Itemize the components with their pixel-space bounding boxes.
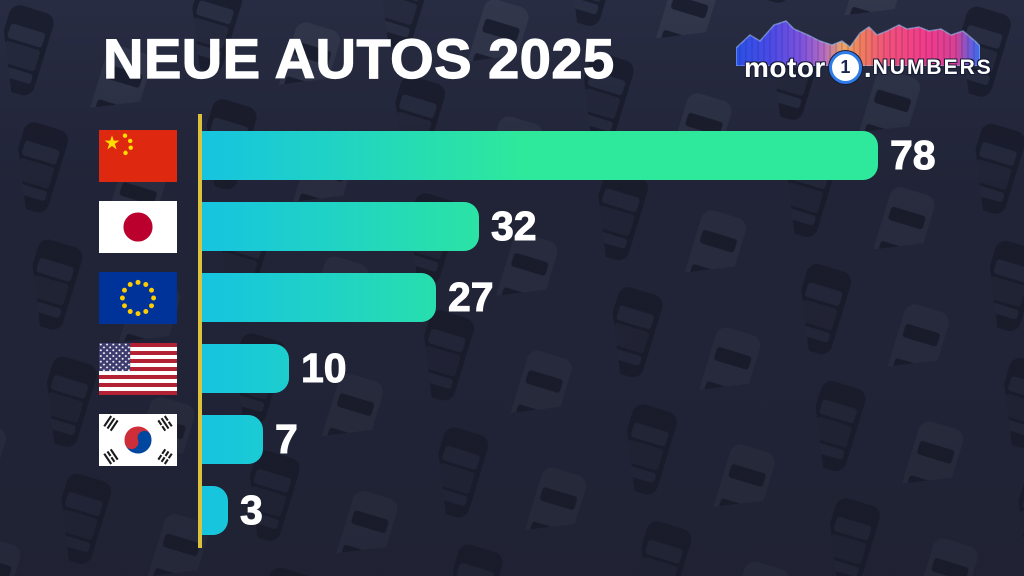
bar-chart: 78 32 bbox=[99, 120, 936, 546]
value-label-eu: 27 bbox=[448, 274, 495, 320]
bar-usa bbox=[202, 344, 289, 393]
page-title: NEUE AUTOS 2025 bbox=[102, 27, 615, 90]
chart-row-eu: 27 bbox=[99, 262, 936, 333]
logo-mountain-graph-icon bbox=[736, 20, 980, 66]
value-label-usa: 10 bbox=[301, 345, 348, 391]
bar-south-korea bbox=[202, 415, 263, 464]
value-label-unlabeled: 3 bbox=[240, 487, 264, 533]
brand-dot-text: . bbox=[863, 51, 872, 83]
chart-row-japan: 32 bbox=[99, 191, 936, 262]
brand-one-badge: 1 bbox=[828, 51, 862, 84]
logo-wordmark: motor 1 . NUMBERS bbox=[744, 51, 993, 84]
motor1-numbers-logo: motor 1 . NUMBERS bbox=[736, 18, 991, 92]
bar-eu bbox=[202, 273, 436, 322]
bar-unlabeled bbox=[202, 486, 228, 535]
value-label-south-korea: 7 bbox=[275, 416, 299, 462]
value-label-china: 78 bbox=[890, 132, 937, 178]
flag-eu-icon bbox=[99, 271, 177, 324]
value-label-japan: 32 bbox=[491, 203, 538, 249]
bar-japan bbox=[202, 202, 479, 251]
flag-placeholder bbox=[99, 485, 177, 537]
chart-axis-line bbox=[198, 114, 202, 548]
flag-china-icon bbox=[99, 129, 177, 182]
flag-usa-icon bbox=[99, 342, 177, 395]
chart-row-unlabeled: 3 bbox=[99, 475, 936, 546]
chart-row-south-korea: 7 bbox=[99, 404, 936, 475]
brand-numbers-text: NUMBERS bbox=[872, 55, 993, 79]
flag-south-korea-icon bbox=[99, 413, 177, 466]
brand-motor-text: motor bbox=[744, 51, 826, 83]
chart-row-china: 78 bbox=[99, 120, 936, 191]
bar-china bbox=[202, 131, 878, 180]
chart-row-usa: 10 bbox=[99, 333, 936, 404]
flag-japan-icon bbox=[99, 200, 177, 253]
